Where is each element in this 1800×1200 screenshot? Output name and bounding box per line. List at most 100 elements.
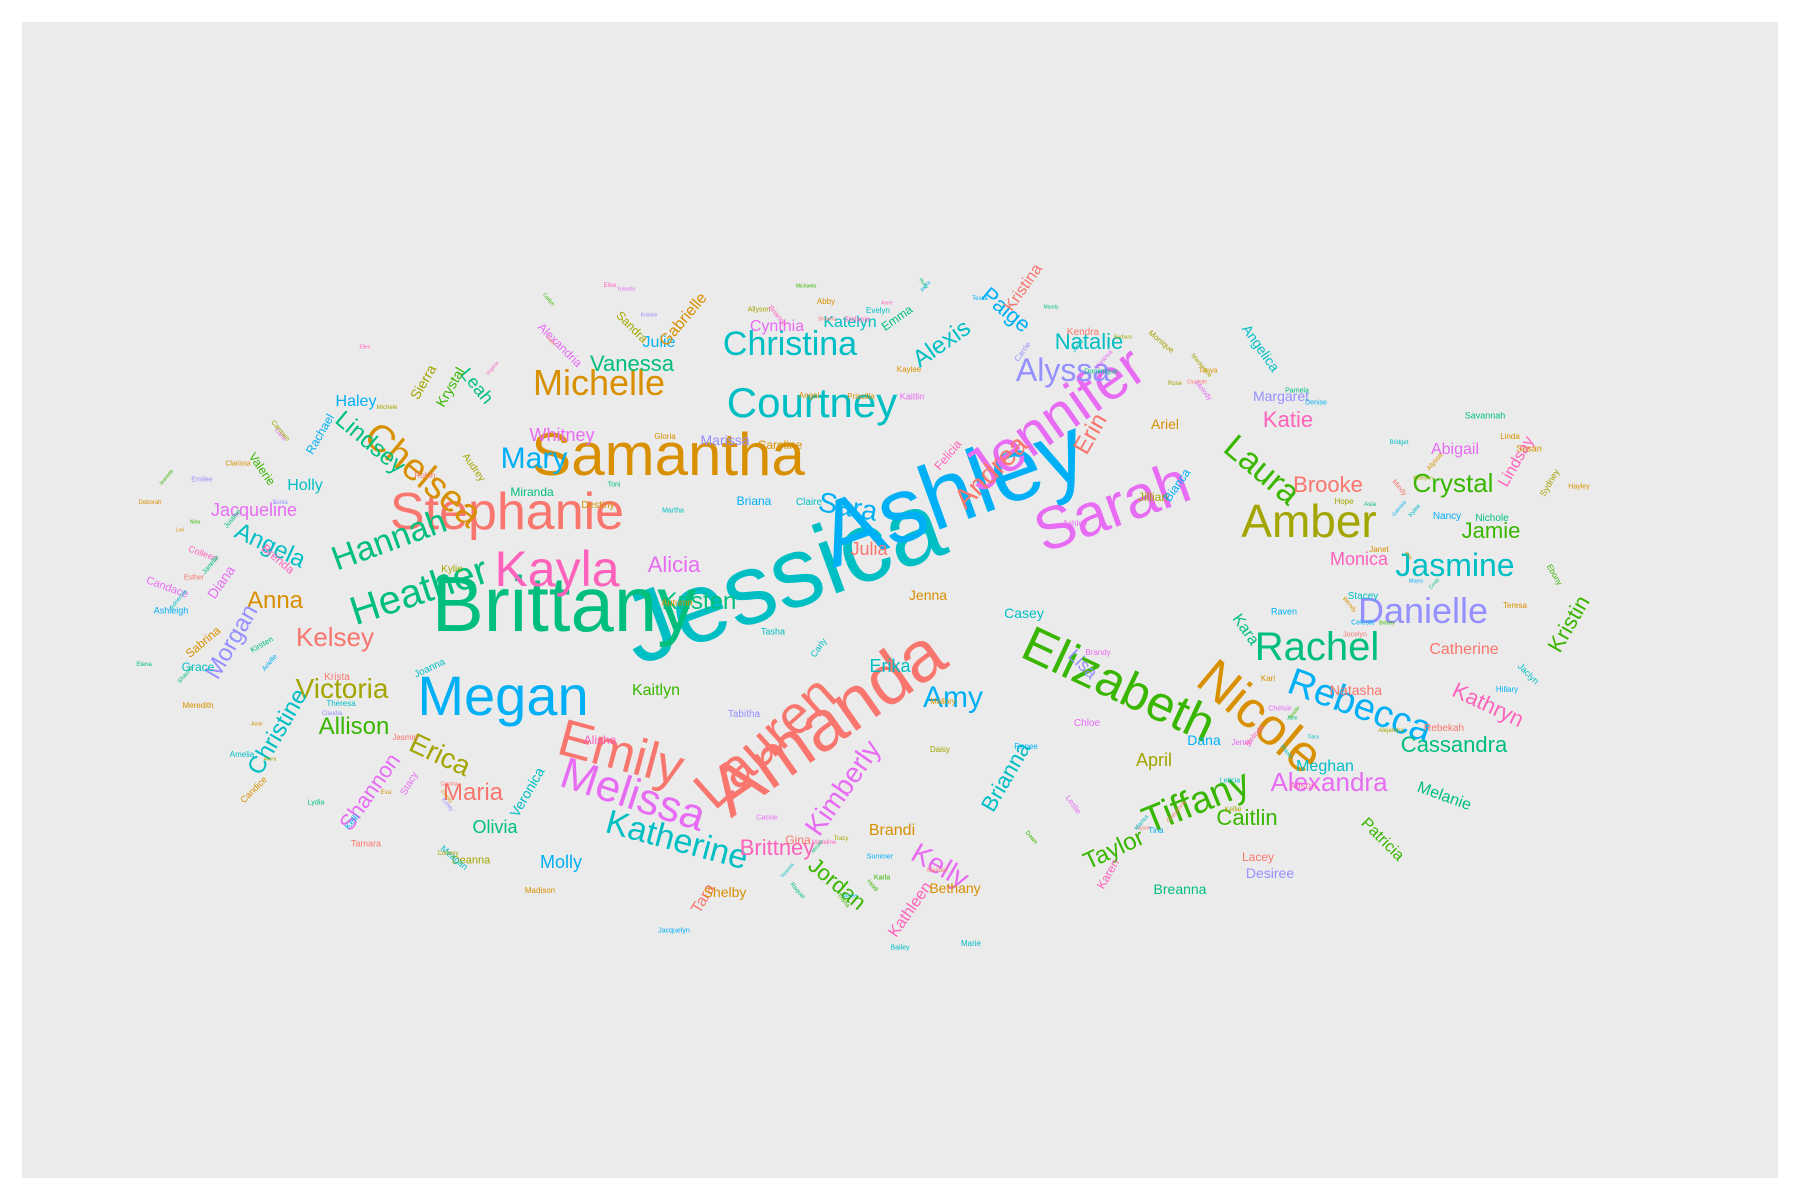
word-robin: Robin — [414, 471, 436, 480]
word-tiny-lori: Lori — [175, 527, 185, 534]
word-tiny-mackenzie: Mackenzie — [1189, 353, 1213, 379]
word-tiny-amie: Amie — [251, 721, 263, 728]
word-desiree: Desiree — [1245, 865, 1295, 881]
word-monique: Monique — [1146, 328, 1176, 355]
word-kristin: Kristin — [1542, 591, 1595, 657]
word-leslie: Leslie — [1063, 793, 1084, 816]
word-alyssa: Alyssa — [1015, 352, 1111, 388]
word-allison: Allison — [318, 713, 390, 740]
word-rachel: Rachel — [1254, 625, 1380, 669]
word-tiny-michele: Michele — [376, 405, 398, 411]
word-tiny-ellen: Ellen — [359, 344, 371, 351]
word-christine: Christine — [242, 683, 313, 780]
word-destiny: Destiny — [581, 500, 615, 511]
word-savannah: Savannah — [1464, 410, 1506, 421]
word-jamie: Jamie — [1461, 518, 1521, 543]
word-tiny-maribel: Maribel — [927, 868, 947, 874]
word-tamara: Tamara — [350, 838, 382, 849]
word-jaclyn: Jaclyn — [1515, 661, 1541, 687]
word-shelby: Shelby — [703, 884, 747, 900]
word-kirsten: Kirsten — [248, 634, 275, 655]
word-kristina: Kristina — [1001, 260, 1046, 315]
word-tiny-bridget: Bridget — [1389, 440, 1409, 446]
word-michelle: Michelle — [532, 362, 666, 403]
word-tiny-katelynn: Katelynn — [1413, 475, 1433, 482]
word-molly: Molly — [539, 852, 583, 872]
word-linda: Linda — [1500, 432, 1520, 441]
word-tiny-sonia: Sonia — [272, 500, 288, 506]
word-tiny-summer: Summer — [866, 853, 894, 861]
word-daisy: Daisy — [929, 745, 951, 754]
word-tiny-mandy: Mandy — [1043, 304, 1059, 311]
word-meghan: Meghan — [1296, 758, 1354, 775]
word-tiny-yesenia: Yesenia — [779, 861, 796, 880]
word-tiny-nina: Nina — [189, 519, 201, 526]
word-bethany: Bethany — [929, 880, 981, 896]
word-briana: Briana — [736, 494, 772, 508]
word-jenna: Jenna — [908, 587, 948, 603]
word-tiny-celeste: Celeste — [1351, 619, 1375, 627]
word-tiny-elise: Elise — [603, 283, 617, 289]
word-hayley: Hayley — [1568, 483, 1590, 491]
word-caroline: Caroline — [757, 438, 803, 452]
word-angel: Angel — [798, 391, 820, 400]
word-tiny-shawna: Shawna — [817, 316, 837, 323]
word-tiny-asia: Asia — [1364, 502, 1376, 508]
word-raven: Raven — [1270, 606, 1298, 617]
word-tiny-kylee: Kylee — [1407, 503, 1423, 519]
word-kaylee: Kaylee — [896, 365, 922, 374]
word-tiny-tessa: Tessa — [972, 296, 988, 302]
word-miranda: Miranda — [510, 485, 554, 499]
word-jordan: Jordan — [803, 852, 872, 915]
word-olivia: Olivia — [472, 817, 518, 837]
word-hope: Hope — [1334, 497, 1354, 506]
word-nichole: Nichole — [1475, 513, 1509, 524]
word-tiny-tracy: Tracy — [833, 836, 849, 842]
word-kayla: Kayla — [494, 541, 620, 597]
word-tiny-charlotte: Charlotte — [1186, 379, 1208, 386]
word-tiny-gabriela: Gabriela — [1391, 499, 1408, 518]
word-tiny-tanya: Tanya — [1198, 367, 1218, 375]
word-tiny-mayra: Mayra — [1409, 578, 1423, 585]
word-kristen: Kristen — [661, 588, 737, 615]
word-patricia: Patricia — [1357, 814, 1408, 865]
word-julie: Julie — [642, 334, 676, 351]
word-tiny-alyson: Alyson — [1135, 825, 1151, 832]
word-jacquelyn: Jacquelyn — [658, 927, 690, 935]
word-alexandra: Alexandra — [1270, 767, 1388, 797]
word-stacy: Stacy — [398, 770, 421, 798]
word-grace: Grace — [181, 660, 215, 674]
word-courtney: Courtney — [726, 379, 898, 426]
word-audrey: Audrey — [459, 451, 488, 484]
word-monica: Monica — [1329, 549, 1389, 569]
word-tiny-deborah: Deborah — [138, 500, 162, 506]
word-tiny-lydia: Lydia — [307, 799, 325, 807]
word-valerie: Valerie — [245, 450, 279, 488]
word-tiny-michaela: Michaela — [795, 283, 817, 290]
word-samantha: Samantha — [531, 421, 805, 488]
word-tiny-karla: Karla — [873, 874, 891, 882]
word-cassie: Cassie — [756, 814, 778, 822]
word-amy: Amy — [923, 681, 983, 714]
word-amber: Amber — [1241, 495, 1377, 547]
word-hillary: Hillary — [1495, 685, 1519, 694]
word-allyson: Allyson — [747, 306, 771, 314]
word-erika: Erika — [869, 656, 911, 676]
word-dana: Dana — [1187, 732, 1221, 748]
word-angelica: Angelica — [1239, 321, 1283, 375]
word-jasmin: Jasmin — [392, 733, 418, 742]
word-tiny-barbara: Barbara — [1114, 334, 1132, 341]
word-tiny-cortney: Cortney — [437, 851, 459, 857]
word-kaitlyn: Kaitlyn — [631, 682, 681, 699]
word-nancy: Nancy — [1432, 511, 1462, 522]
word-tiny-mindy: Mindy — [1390, 478, 1408, 498]
word-tiny-chelsie: Chelsie — [1268, 705, 1292, 713]
word-chloe: Chloe — [1073, 718, 1101, 729]
word-kari: Kari — [1260, 674, 1276, 683]
word-brittney: Brittney — [739, 835, 815, 860]
word-tiny-britney: Britney — [1379, 620, 1395, 627]
word-evelyn: Evelyn — [865, 306, 891, 315]
word-brooke: Brooke — [1293, 472, 1363, 497]
word-tiny-kellie: Kellie — [1224, 806, 1242, 814]
word-ashleigh: Ashleigh — [153, 605, 189, 616]
